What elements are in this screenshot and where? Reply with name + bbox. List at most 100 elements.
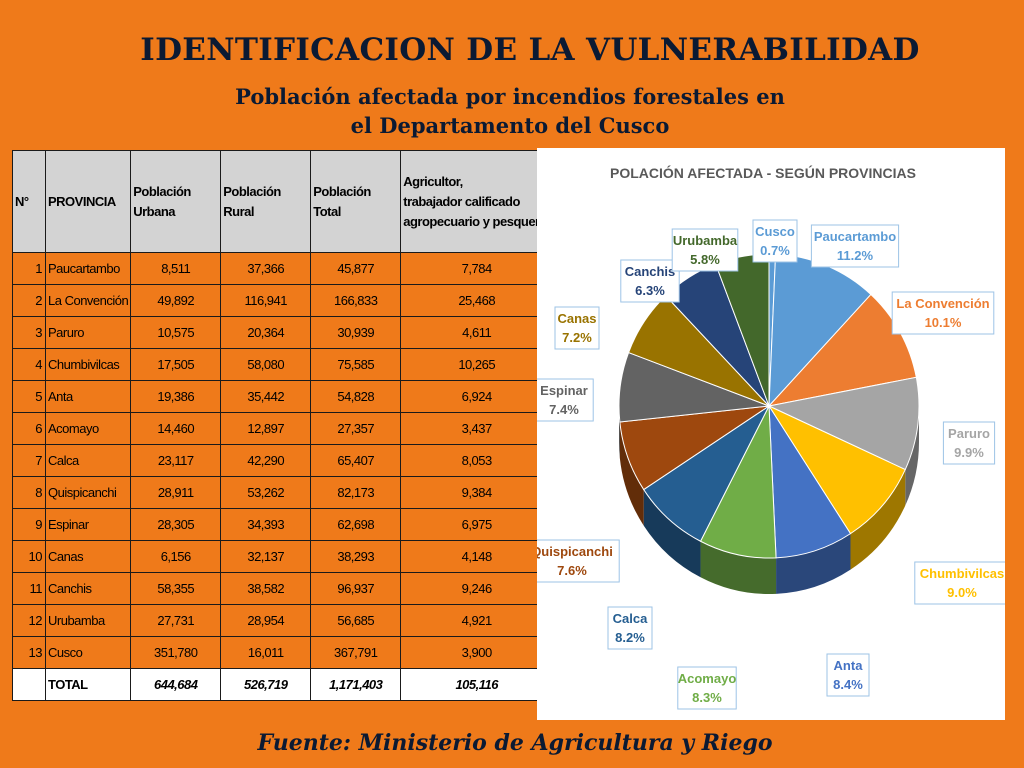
pie-label: Chumbivilcas 9.0% — [914, 561, 1010, 605]
row-urbana: 351,780 — [130, 636, 222, 669]
row-rural: 20,364 — [220, 316, 312, 349]
row-provincia: Quispicanchi — [44, 476, 132, 509]
table-row: 6 Acomayo 14,460 12,897 27,357 3,437 — [12, 412, 554, 445]
table-row: 13 Cusco 351,780 16,011 367,791 3,900 — [12, 636, 554, 669]
pie-slice-side — [700, 541, 777, 594]
pie-label-name: Paruro — [948, 426, 990, 441]
pie-label-name: Cusco — [755, 224, 795, 239]
row-total: 56,685 — [310, 604, 402, 637]
row-agri: 6,924 — [400, 380, 554, 413]
pie-chart: POLACIÓN AFECTADA - SEGÚN PROVINCIAS Cus… — [524, 164, 1010, 710]
row-provincia: Acomayo — [44, 412, 132, 445]
pie-label-percent: 9.0% — [947, 585, 977, 600]
pie-label-box — [942, 421, 996, 465]
pie-label: Canchis 6.3% — [620, 259, 680, 303]
row-total: 27,357 — [310, 412, 402, 445]
table-row: 3 Paruro 10,575 20,364 30,939 4,611 — [12, 316, 554, 349]
table-row: 7 Calca 23,117 42,290 65,407 8,053 — [12, 444, 554, 477]
pie-label-box — [524, 539, 620, 583]
row-provincia: Canas — [44, 540, 132, 573]
row-agri: 8,053 — [400, 444, 554, 477]
row-provincia: Paucartambo — [44, 252, 132, 285]
pie-label-box — [891, 291, 995, 335]
header-rural-line-2: Rural — [223, 203, 254, 219]
row-rural: 12,897 — [220, 412, 312, 445]
chart-title: POLACIÓN AFECTADA - SEGÚN PROVINCIAS — [610, 164, 916, 181]
header-total-line-1: Población — [313, 183, 371, 199]
pie-slice-side — [776, 533, 851, 594]
pie-label: Paucartambo 11.2% — [810, 224, 900, 268]
pie-label-box — [620, 259, 680, 303]
row-provincia: La Convención — [44, 284, 132, 317]
row-total: 54,828 — [310, 380, 402, 413]
pie-label-name: La Convención — [896, 296, 989, 311]
row-rural: 32,137 — [220, 540, 312, 573]
row-rural: 116,941 — [220, 284, 312, 317]
pie-label: Canas 7.2% — [554, 306, 600, 350]
row-number: 9 — [12, 508, 46, 541]
row-number: 5 — [12, 380, 46, 413]
row-number: 1 — [12, 252, 46, 285]
row-urbana: 6,156 — [130, 540, 222, 573]
row-total: 65,407 — [310, 444, 402, 477]
pie-label-box — [534, 378, 594, 422]
row-rural: 37,366 — [220, 252, 312, 285]
total-total: 1,171,403 — [310, 668, 402, 701]
header-urbana-line-2: Urbana — [133, 203, 176, 219]
subtitle-line-2: el Departamento del Cusco — [350, 113, 670, 138]
pie-label-name: Espinar — [540, 383, 588, 398]
row-number: 11 — [12, 572, 46, 605]
header-urbana-line-1: Población — [133, 183, 191, 199]
row-rural: 34,393 — [220, 508, 312, 541]
pie-label: Espinar 7.4% — [534, 378, 594, 422]
header-total-line-2: Total — [313, 203, 341, 219]
pie-label-box — [554, 306, 600, 350]
row-agri: 3,900 — [400, 636, 554, 669]
row-rural: 53,262 — [220, 476, 312, 509]
row-agri: 4,921 — [400, 604, 554, 637]
row-urbana: 28,305 — [130, 508, 222, 541]
pie-label-box — [607, 606, 653, 650]
pie-label-name: Anta — [834, 658, 864, 673]
table-row: 2 La Convención 49,892 116,941 166,833 25,468 — [12, 284, 554, 317]
row-total: 367,791 — [310, 636, 402, 669]
pie-label-percent: 5.8% — [690, 252, 720, 267]
row-total: 82,173 — [310, 476, 402, 509]
total-label: TOTAL — [44, 668, 132, 701]
table-row: 9 Espinar 28,305 34,393 62,698 6,975 — [12, 508, 554, 541]
row-provincia: Chumbivilcas — [44, 348, 132, 381]
pie-label: Calca 8.2% — [607, 606, 653, 650]
pie-slice — [767, 404, 906, 535]
pie-slice — [767, 376, 920, 471]
table-row: 11 Canchis 58,355 38,582 96,937 9,246 — [12, 572, 554, 605]
header-agricultor: Agricultor, trabajador calificado agropecu… — [400, 150, 554, 253]
row-total: 75,585 — [310, 348, 402, 381]
pie-label-name: Urubamba — [673, 233, 738, 248]
pie-label-percent: 10.1% — [925, 315, 962, 330]
table-body: 1 Paucartambo 8,511 37,366 45,877 7,784 2 La Co… — [12, 252, 554, 701]
pie-label-percent: 6.3% — [635, 283, 665, 298]
row-urbana: 27,731 — [130, 604, 222, 637]
pie-labels: Cusco 0.7% Paucartambo 11.2% La Convención 10… — [524, 219, 1010, 710]
pie-label-name: Acomayo — [678, 671, 737, 686]
row-number: 4 — [12, 348, 46, 381]
row-total: 96,937 — [310, 572, 402, 605]
pie-label-percent: 0.7% — [760, 243, 790, 258]
row-urbana: 10,575 — [130, 316, 222, 349]
row-rural: 35,442 — [220, 380, 312, 413]
row-number: 6 — [12, 412, 46, 445]
pie-slices — [618, 253, 920, 559]
pie-label: La Convención 10.1% — [891, 291, 995, 335]
page-subtitle: Población afectada por incendios foresta… — [150, 82, 870, 140]
row-number: 10 — [12, 540, 46, 573]
row-total: 38,293 — [310, 540, 402, 573]
row-number: 8 — [12, 476, 46, 509]
row-number: 3 — [12, 316, 46, 349]
row-provincia: Anta — [44, 380, 132, 413]
pie-label: Cusco 0.7% — [752, 219, 798, 263]
row-rural: 58,080 — [220, 348, 312, 381]
row-urbana: 8,511 — [130, 252, 222, 285]
source-note: Fuente: Ministerio de Agricultura y Rieg… — [257, 730, 773, 756]
pie-label: Paruro 9.9% — [942, 421, 996, 465]
row-urbana: 28,911 — [130, 476, 222, 509]
